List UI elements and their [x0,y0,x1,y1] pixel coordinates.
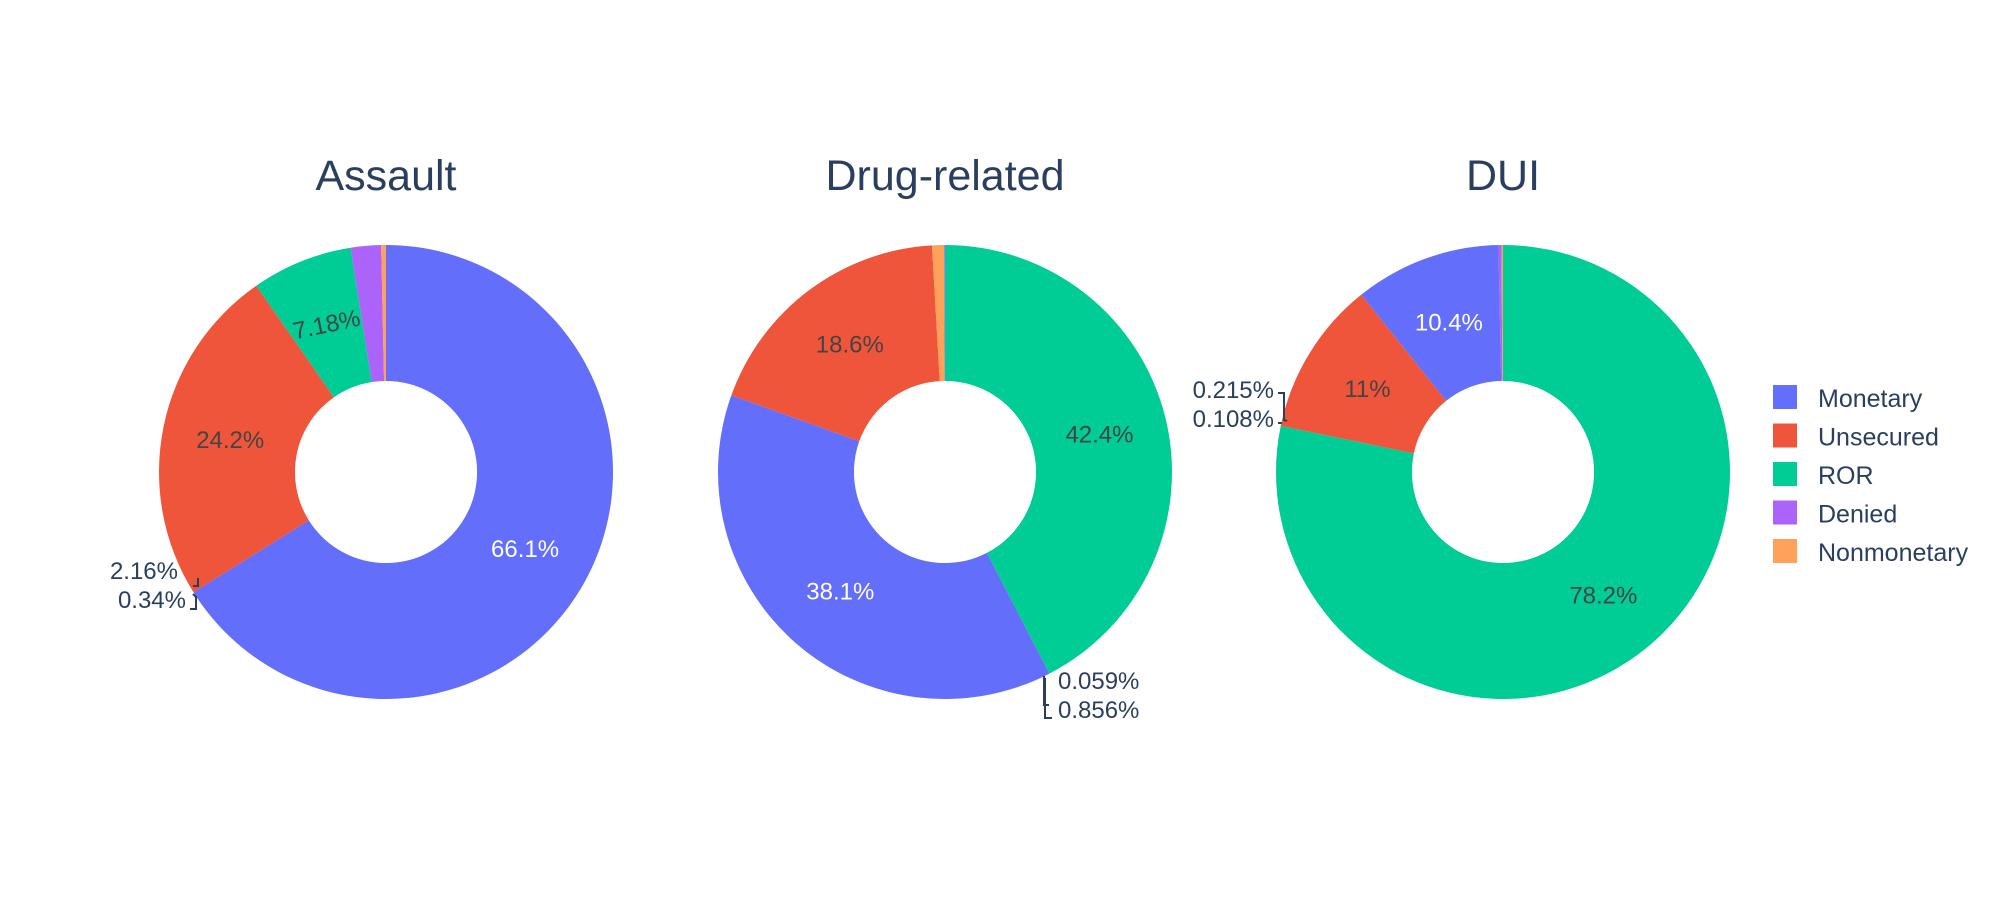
slice-label-denied: 2.16% [110,558,178,585]
callout-line [190,593,197,610]
slice-denied[interactable] [1498,245,1503,382]
slice-denied[interactable] [350,245,385,383]
donut-hole [1412,381,1594,563]
legend-label: Monetary [1818,385,1923,413]
slice-nonmonetary[interactable] [931,245,945,382]
slice-unsecured[interactable] [159,285,334,593]
slice-label-ror: 78.2% [1569,582,1637,609]
legend-swatch [1773,500,1797,525]
slice-monetary[interactable] [1361,245,1502,401]
slice-ror[interactable] [945,245,1172,674]
slice-label-unsecured: 18.6% [816,332,884,359]
slice-ror[interactable] [256,247,372,398]
donut-hole [295,381,477,563]
slice-label-ror: 42.4% [1065,421,1133,448]
slice-nonmonetary[interactable] [1501,245,1503,382]
slice-unsecured[interactable] [731,245,940,442]
donut-hole [854,381,1036,563]
legend-item-monetary[interactable]: Monetary [1773,385,1923,413]
slice-label-nonmonetary: 0.34% [118,587,186,614]
donut-drug-related: Drug-related 42.4% 38.1% 18.6% 0.856%0.059% [718,152,1172,724]
legend-swatch [1773,385,1797,409]
legend-item-ror[interactable]: ROR [1773,462,1874,490]
legend-label: ROR [1818,462,1874,490]
slice-unsecured[interactable] [1280,294,1447,454]
legend-label: Unsecured [1818,424,1939,452]
legend-label: Nonmonetary [1818,539,1969,567]
slice-denied[interactable] [944,245,945,382]
legend-swatch [1773,462,1797,486]
slice-label-monetary: 38.1% [806,579,874,606]
slice-monetary[interactable] [718,395,1050,699]
callout-line [193,578,199,587]
slice-label-monetary: 66.1% [491,536,559,563]
slice-label-unsecured: 24.2% [196,427,264,454]
callout-line [1044,678,1052,719]
legend: Monetary Unsecured ROR Denied Nonmonetary [1773,385,1969,567]
slice-nonmonetary[interactable] [381,245,386,382]
legend-item-nonmonetary[interactable]: Nonmonetary [1773,539,1969,567]
slice-label-nonmonetary: 0.108% [1193,406,1274,433]
pie-title: DUI [1466,152,1540,200]
pie-title: Assault [315,152,456,200]
slice-label-nonmonetary: 0.856% [1058,697,1139,724]
slice-label-denied: 0.059% [1058,668,1139,695]
legend-swatch [1773,423,1797,448]
legend-item-denied[interactable]: Denied [1773,500,1897,529]
callout-line [1043,676,1049,706]
slice-label-denied: 0.215% [1193,377,1274,404]
slice-ror[interactable] [1276,245,1730,699]
legend-swatch [1773,539,1797,563]
legend-label: Denied [1818,501,1897,529]
legend-item-unsecured[interactable]: Unsecured [1773,423,1939,452]
pie-title: Drug-related [826,152,1065,200]
donut-dui: DUI 78.2% 11% 10.4% 0.215%0.108% [1193,152,1730,699]
callout-line [1278,392,1288,422]
slice-monetary[interactable] [193,245,614,699]
slice-label-monetary: 10.4% [1415,309,1483,336]
slice-label-unsecured: 11% [1344,376,1390,403]
